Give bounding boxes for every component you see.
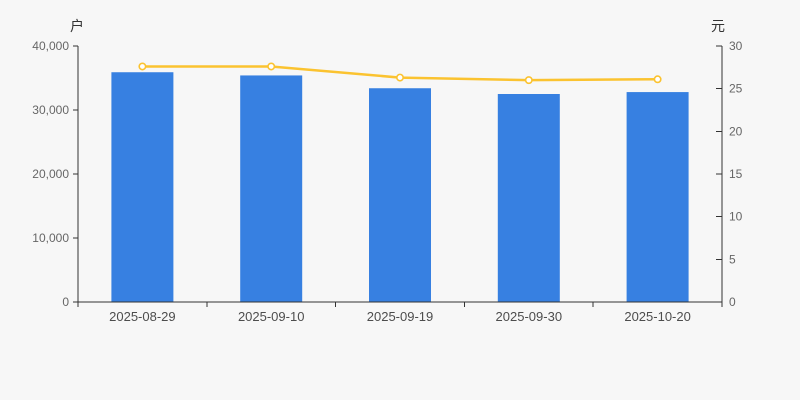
right-axis-tick-label: 5 <box>729 252 736 266</box>
left-axis-tick-label: 20,000 <box>32 167 69 181</box>
left-axis-tick-label: 40,000 <box>32 39 69 53</box>
x-axis-label: 2025-08-29 <box>109 309 176 324</box>
x-axis-label: 2025-09-30 <box>496 309 563 324</box>
left-axis-unit-label: 户 <box>70 18 84 34</box>
bar-2025-09-19[interactable] <box>369 88 431 303</box>
chart-render-layer: 0 10,000 20,000 30,000 40,000 0 5 10 15 20 25 30 202… <box>32 39 742 324</box>
bar-2025-09-30[interactable] <box>497 94 560 302</box>
right-axis-tick-label: 15 <box>729 167 743 181</box>
line-point-2025-10-20[interactable] <box>653 75 662 84</box>
bar-2025-10-20[interactable] <box>626 92 689 302</box>
right-axis-tick-label: 25 <box>729 82 743 96</box>
x-axis-label: 2025-10-20 <box>624 309 691 324</box>
right-axis-tick-label: 0 <box>729 295 736 309</box>
x-axis-label: 2025-09-10 <box>238 309 305 324</box>
right-axis-tick-label: 30 <box>729 39 743 53</box>
line-point-2025-09-10[interactable] <box>267 62 276 71</box>
bar-2025-09-10[interactable] <box>240 75 303 302</box>
right-axis-tick-label: 20 <box>729 124 743 138</box>
right-axis-tick-label: 10 <box>729 210 743 224</box>
left-axis-tick-label: 30,000 <box>32 103 69 117</box>
bar-2025-08-29[interactable] <box>111 72 174 303</box>
line-point-2025-09-19[interactable] <box>395 73 404 82</box>
right-axis-unit-label: 元 <box>711 18 725 34</box>
line-point-2025-08-29[interactable] <box>138 62 147 71</box>
left-axis-tick-label: 10,000 <box>32 231 69 245</box>
left-axis-tick-label: 0 <box>62 295 69 309</box>
x-axis-label: 2025-09-19 <box>367 309 434 324</box>
line-point-2025-09-30[interactable] <box>524 76 533 85</box>
